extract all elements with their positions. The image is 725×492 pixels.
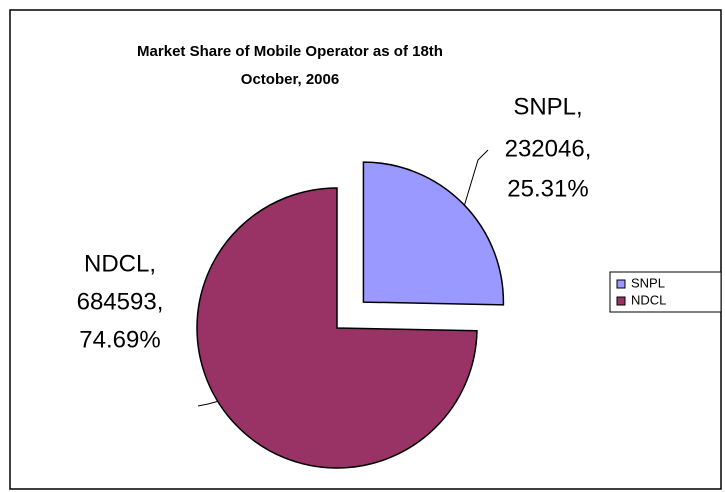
data-label: NDCL,	[84, 250, 156, 277]
data-label: 25.31%	[507, 175, 588, 202]
legend-label: SNPL	[631, 275, 665, 290]
leader-line	[462, 149, 489, 211]
chart-title: Market Share of Mobile Operator as of 18…	[137, 43, 443, 60]
legend-box	[609, 271, 722, 313]
data-label: 232046,	[505, 135, 592, 162]
legend-label: NDCL	[631, 292, 666, 307]
chart-title: October, 2006	[241, 71, 339, 88]
data-label: 74.69%	[79, 326, 160, 353]
data-label: SNPL,	[513, 93, 582, 120]
data-label: 684593,	[77, 288, 164, 315]
legend-swatch	[616, 296, 626, 306]
pie-slice	[362, 161, 505, 306]
pie-slice	[196, 187, 478, 469]
legend-swatch	[616, 279, 626, 289]
